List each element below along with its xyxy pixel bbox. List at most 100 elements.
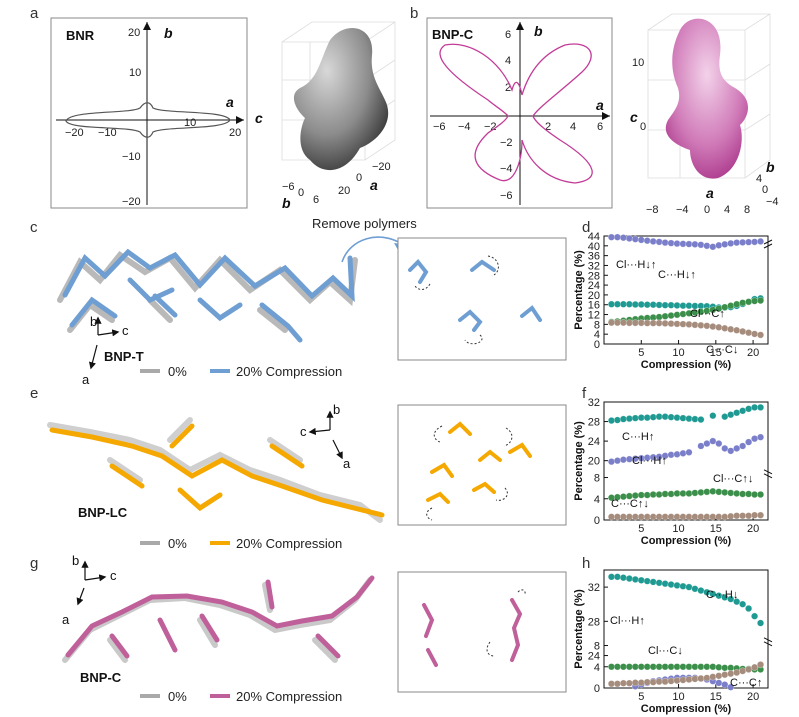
panel-b-3dtick-x3: 4 (724, 204, 730, 216)
chart-f-cc-point-3 (625, 513, 633, 521)
chart-f-clh-point-15 (697, 442, 705, 450)
chart-d-clh-point-17 (709, 243, 717, 251)
chart-d-ch-point-1 (613, 300, 621, 308)
panel-e-label: BNP-LC (78, 505, 128, 520)
panel-a-ytick-0: 20 (128, 27, 140, 39)
panel-a-xtick-2: 10 (184, 117, 196, 129)
chart-d-clh-point-20 (727, 239, 735, 247)
panel-e: e c b a BNP-LC 0% 20% Compres (30, 385, 567, 551)
chart-h-clc-point-0 (608, 663, 615, 671)
panel-c-legend: 0% 20% Compression (140, 364, 342, 379)
chart-f-xtick-label-3: 20 (747, 523, 759, 535)
chart-d-ch-label: C···H↓↑ (658, 269, 696, 281)
chart-h-ylabel: Percentage (%) (573, 589, 585, 669)
chart-f-clh-point-2 (619, 456, 627, 464)
panel-b-ytick-2: 2 (505, 82, 511, 94)
chart-f-ch-point-20 (727, 411, 735, 419)
chart-f-ch-point-4 (631, 414, 639, 422)
chart-h-cc-point-20 (727, 670, 735, 678)
chart-d-cc-point-1 (613, 319, 621, 327)
panel-a-xtick-1: −10 (98, 127, 117, 139)
chart-h-cc-point-7 (649, 678, 657, 686)
chart-h-ch-point-2 (619, 574, 627, 582)
panel-a-3dtick-x0: −20 (372, 161, 391, 173)
chart-h-clc-point-2 (619, 663, 627, 671)
chart-d-cc-point-13 (685, 320, 693, 328)
chart-h-cc-point-6 (643, 678, 651, 686)
panel-a-plot-frame (50, 17, 248, 209)
chart-h-clc-point-5 (637, 663, 645, 671)
chart-h-cc-point-3 (625, 679, 633, 687)
panel-b-ytick-1: 4 (505, 55, 511, 67)
chart-d-clc-point-9 (661, 312, 669, 320)
chart-f-cc-point-24 (751, 511, 759, 519)
chart-h-clh-label: Cl···H↑ (610, 615, 645, 627)
chart-d-clh-label: Cl···H↓↑ (616, 259, 656, 271)
chart-d-ch-point-8 (655, 301, 663, 309)
chart-d-ch-point-5 (637, 301, 645, 308)
panel-b-xtick-3: 2 (545, 121, 551, 133)
chart-f-cc-point-19 (721, 513, 729, 521)
chart-f-clh-point-23 (745, 438, 753, 446)
panel-b-3dtick-y0: 4 (756, 173, 762, 185)
chart-f-cc-point-0 (608, 513, 615, 521)
chart-h-cc-point-0 (608, 680, 615, 688)
chart-f-cc-point-11 (673, 513, 681, 521)
panel-e-structure-compressed (49, 423, 385, 518)
chart-h-ch-point-12 (679, 582, 687, 590)
chart-f-clc-point-7 (649, 491, 657, 498)
chart-f-clc-point-19 (721, 488, 729, 496)
panel-b-x-arrowhead (602, 112, 610, 120)
chart-d-clh-point-6 (643, 237, 651, 245)
panel-c-label: BNP-T (104, 349, 144, 364)
panel-letter-d: d (582, 219, 590, 236)
chart-h-clh-point-20 (727, 683, 735, 691)
chart-d-clc-point-8 (655, 313, 663, 321)
panel-a-3d-surface (293, 28, 389, 171)
chart-h-clc-point-8 (655, 663, 663, 671)
panel-g-ax2: c (110, 568, 117, 583)
chart-d-clh-point-1 (613, 233, 621, 241)
chart-d-ytick-label-2: 8 (594, 319, 600, 331)
chart-f-clc-point-21 (733, 490, 741, 497)
panel-c-inset-frame (397, 237, 567, 361)
chart-d-cc-point-8 (655, 319, 663, 327)
chart-d-clh-point-14 (691, 240, 699, 248)
panel-a: a BNR b a −20 −10 10 20 20 10 −10 −20 c … (30, 5, 396, 211)
chart-h-cc-point-5 (637, 679, 645, 687)
chart-d-cc-point-3 (625, 319, 633, 327)
chart-f-cc-point-25 (757, 511, 764, 519)
chart-d-ch-point-4 (631, 301, 639, 308)
chart-f-cc-point-21 (733, 512, 741, 520)
chart-d-cc-point-6 (643, 319, 651, 327)
chart-h-ch-point-3 (625, 575, 633, 583)
panel-c-ax2: c (122, 323, 129, 338)
chart-d-xtick-label-1: 10 (672, 347, 684, 359)
chart-f-ch-point-0 (608, 417, 615, 425)
panel-a-xtick-0: −20 (65, 127, 84, 139)
panel-a-axis-c: c (255, 110, 263, 126)
legend-c-item-0: 0% (168, 364, 187, 379)
chart-d-ylabel: Percentage (%) (573, 250, 585, 330)
chart-d-clh-point-11 (673, 240, 681, 248)
chart-d-clh-point-10 (667, 239, 675, 247)
panel-b-3dtick-z1: 0 (640, 121, 646, 133)
chart-d-cc-point-7 (649, 319, 657, 327)
chart-f-ch-point-7 (649, 413, 657, 421)
panel-a-ytick-3: −20 (122, 196, 141, 208)
panel-c-axes-indicator: b c a (82, 314, 129, 387)
chart-d-cc-point-2 (619, 319, 627, 327)
legend-g-item-0: 0% (168, 689, 187, 704)
chart-f-ch-point-13 (685, 415, 693, 423)
chart-f-ytick-label-1: 4 (594, 494, 600, 506)
chart-d-clc-point-22 (739, 299, 747, 307)
chart-f-xtick-label-2: 15 (710, 523, 722, 535)
panel-e-ax3: a (343, 456, 351, 471)
chart-f-ch-point-17 (709, 412, 717, 420)
chart-d-clh-point-5 (637, 236, 645, 244)
chart-d-clh-point-19 (721, 240, 729, 248)
panel-e-inset-rotation-arrows (426, 425, 513, 521)
chart-f-xtick-label-1: 10 (672, 523, 684, 535)
